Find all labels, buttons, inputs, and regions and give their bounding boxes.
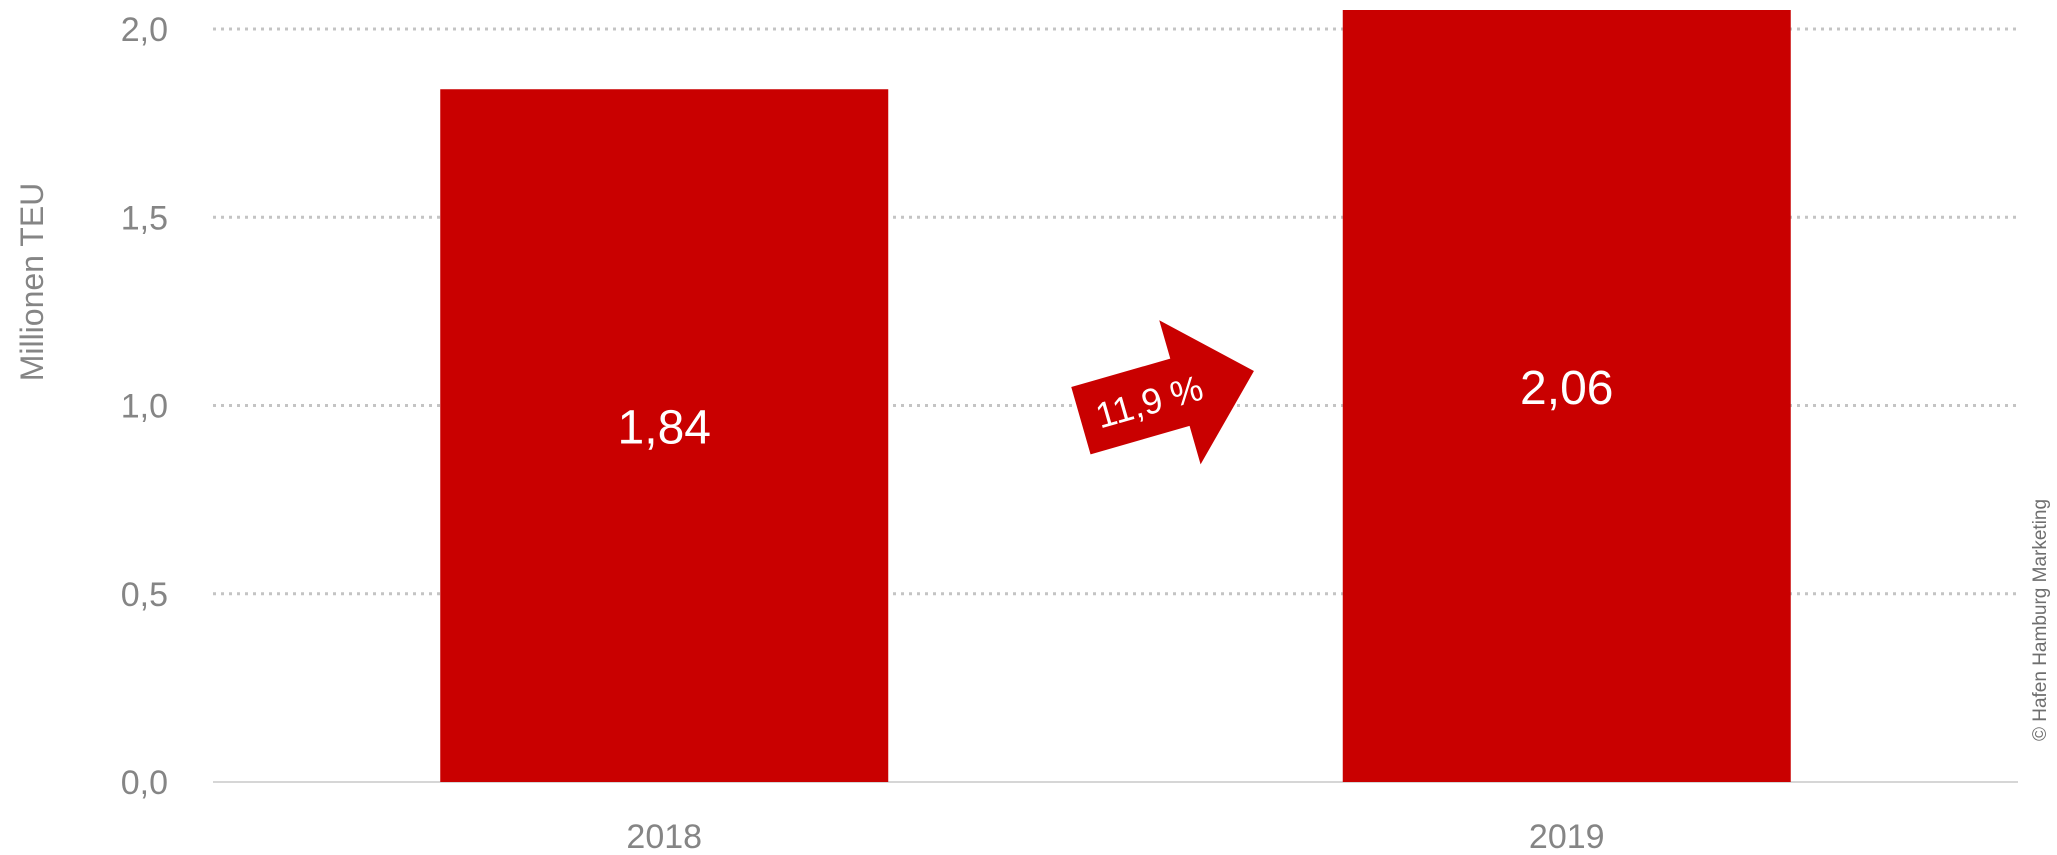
y-tick-label: 2,0 (121, 11, 168, 49)
bars: 1,84 2,06 (440, 10, 1791, 783)
y-tick-label: 0,5 (121, 576, 168, 614)
bar-value-label: 1,84 (618, 402, 711, 455)
y-axis-ticks: 0,0 0,5 1,0 1,5 2,0 (121, 11, 168, 802)
y-tick-label: 1,0 (121, 388, 168, 426)
bar-2018 (440, 89, 889, 783)
y-tick-label: 0,0 (121, 764, 168, 802)
bar-value-label: 2,06 (1520, 362, 1613, 415)
growth-arrow-shape (1071, 320, 1254, 465)
x-tick-label: 2019 (1529, 818, 1605, 855)
bar-2019 (1342, 10, 1791, 782)
x-axis-ticks: 2018 2019 (626, 818, 1604, 855)
growth-arrow: 11,9 % (1071, 320, 1254, 465)
y-axis-title: Millionen TEU (14, 183, 50, 382)
copyright-credit: © Hafen Hamburg Marketing (2030, 499, 2051, 741)
x-tick-label: 2018 (626, 818, 702, 855)
y-tick-label: 1,5 (121, 199, 168, 237)
